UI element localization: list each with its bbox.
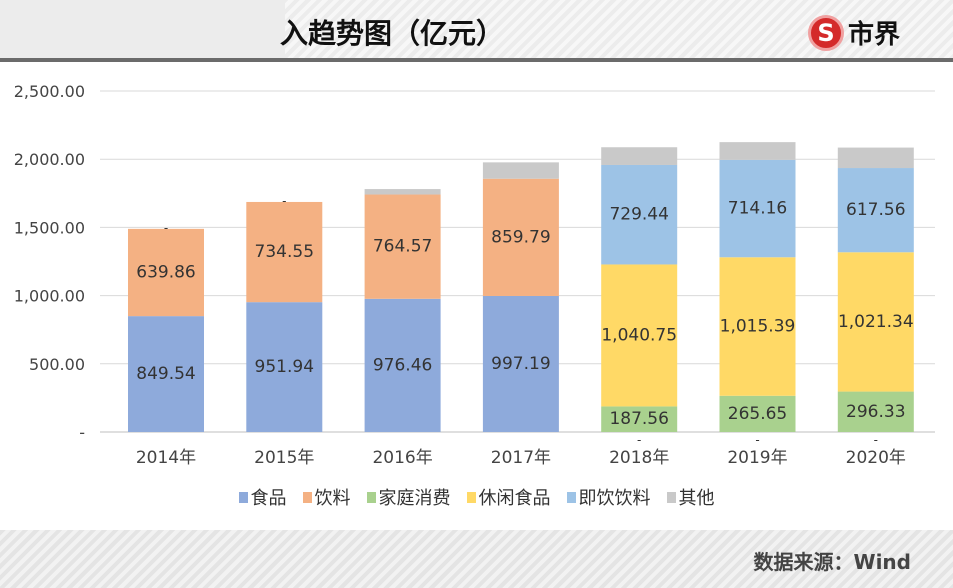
blurred-title-area xyxy=(0,0,285,58)
bar-segment xyxy=(837,252,914,392)
bar-segment xyxy=(837,168,914,253)
legend-swatch xyxy=(466,491,476,503)
logo-text: 市界 xyxy=(848,20,901,50)
legend-item: 其他 xyxy=(666,484,715,510)
legend: 食品 饮料 家庭消费 休闲食品 即饮饮料 其他 xyxy=(0,484,953,510)
data-source: 数据来源：Wind xyxy=(753,550,911,574)
x-tick-label: 2017年 xyxy=(491,448,551,468)
legend-swatch xyxy=(238,491,248,503)
data-label: 997.19 xyxy=(491,354,550,374)
legend-label: 其他 xyxy=(678,488,715,509)
legend-item: 休闲食品 xyxy=(466,484,551,510)
x-tick-label: 2015年 xyxy=(254,448,314,468)
bar-segment xyxy=(482,162,559,179)
chart-title: 入趋势图（亿元） xyxy=(280,17,505,50)
header-banner: 入趋势图（亿元） S 市界 xyxy=(0,0,953,62)
x-tick-label: 2016年 xyxy=(372,448,432,468)
data-label: - xyxy=(164,221,168,235)
x-tick-label: 2014年 xyxy=(136,448,196,468)
y-tick-label: - xyxy=(79,423,85,442)
data-label: 187.56 xyxy=(609,409,668,429)
bar-segment xyxy=(364,189,441,195)
legend-label: 即饮饮料 xyxy=(578,488,651,509)
data-label: 976.46 xyxy=(373,355,432,375)
bar-segment xyxy=(601,147,678,165)
legend-label: 饮料 xyxy=(314,488,351,509)
data-label: 764.57 xyxy=(373,237,432,257)
data-label: 265.65 xyxy=(728,404,787,424)
data-label: 951.94 xyxy=(255,357,314,377)
data-label: - xyxy=(874,433,878,447)
bar-segment xyxy=(719,395,796,432)
bar-segment xyxy=(837,147,914,169)
legend-label: 休闲食品 xyxy=(478,488,551,509)
bar-segment xyxy=(719,257,796,396)
y-tick-label: 500.00 xyxy=(29,355,85,374)
legend-swatch xyxy=(366,491,376,503)
x-tick-label: 2018年 xyxy=(609,448,669,468)
data-label: - xyxy=(637,433,641,447)
stacked-bar-chart: - 500.00 1,000.00 1,500.00 2,000.00 2,500.00 8… xyxy=(14,82,935,468)
data-label: - xyxy=(755,433,759,447)
data-label: 639.86 xyxy=(136,262,195,282)
bar-segment xyxy=(601,164,678,265)
legend-swatch xyxy=(566,491,576,503)
y-tick-label: 1,500.00 xyxy=(14,218,85,237)
bar-segment xyxy=(482,178,559,296)
y-tick-label: 2,500.00 xyxy=(14,82,85,101)
y-tick-label: 1,000.00 xyxy=(14,287,85,306)
bar-segment xyxy=(601,264,678,407)
bar-segment xyxy=(482,295,559,432)
legend-label: 食品 xyxy=(250,488,287,509)
legend-swatch xyxy=(666,491,676,503)
bar-segment xyxy=(837,391,914,432)
data-label: 1,040.75 xyxy=(601,325,677,345)
bar-segment xyxy=(719,159,796,258)
data-label: 859.79 xyxy=(491,227,550,247)
data-label: 729.44 xyxy=(609,205,668,225)
data-label: 734.55 xyxy=(255,242,314,262)
logo: S 市界 xyxy=(808,14,900,51)
legend-swatch xyxy=(302,491,312,503)
bar-segment xyxy=(364,194,441,299)
legend-item: 家庭消费 xyxy=(366,484,451,510)
x-tick-label: 2019年 xyxy=(727,448,787,468)
footer-banner: 数据来源：Wind xyxy=(0,530,953,588)
data-label: 296.33 xyxy=(846,402,905,422)
bar-segment xyxy=(601,406,678,432)
bar-segment xyxy=(128,316,204,432)
bar-segment xyxy=(246,302,323,432)
data-label: 714.16 xyxy=(728,199,787,219)
data-label: - xyxy=(282,194,286,208)
y-tick-label: 2,000.00 xyxy=(14,150,85,169)
bar-segment xyxy=(719,142,796,160)
legend-label: 家庭消费 xyxy=(378,488,451,509)
data-label: 1,021.34 xyxy=(838,312,914,332)
bar-segment xyxy=(128,228,204,317)
logo-icon: S xyxy=(808,14,844,51)
bar-segment xyxy=(246,201,323,303)
legend-item: 即饮饮料 xyxy=(566,484,651,510)
bar-segment xyxy=(364,298,441,432)
legend-item: 饮料 xyxy=(302,484,351,510)
legend-item: 食品 xyxy=(238,484,287,510)
data-label: 617.56 xyxy=(846,200,905,220)
data-label: 1,015.39 xyxy=(720,317,796,337)
x-tick-label: 2020年 xyxy=(846,448,906,468)
data-label: 849.54 xyxy=(136,364,195,384)
